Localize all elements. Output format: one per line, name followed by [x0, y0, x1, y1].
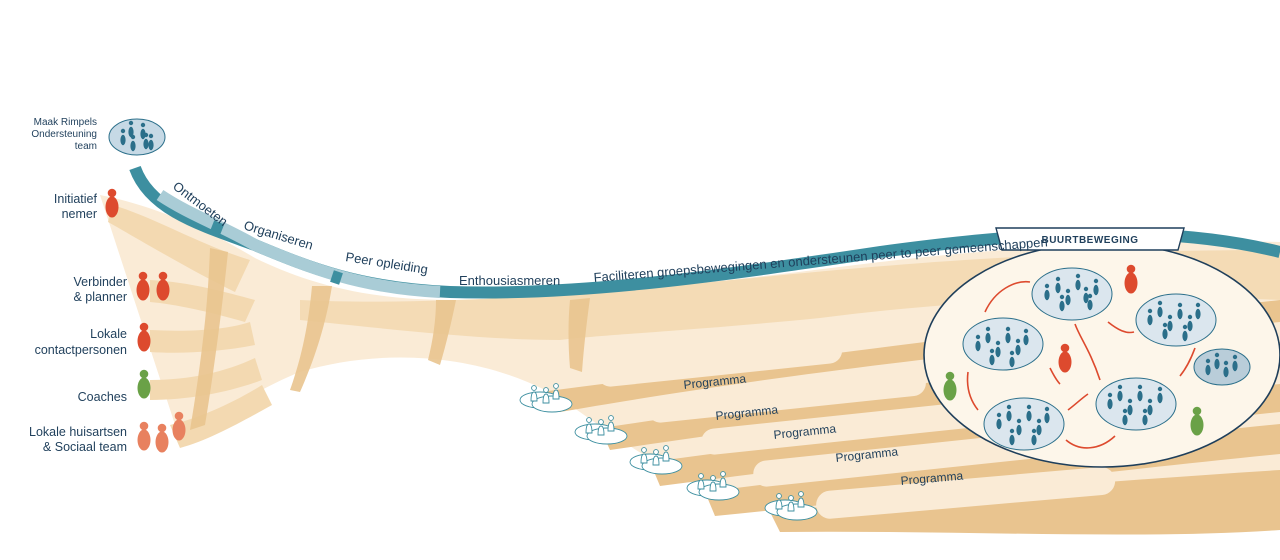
- initiator-figure: [105, 188, 119, 218]
- team-label-1: Maak Rimpels: [34, 117, 97, 128]
- neighbourhood-movement: [923, 227, 1280, 468]
- doctors-label-1: Lokale huisartsen: [29, 425, 127, 439]
- contacts-label-2: contactpersonen: [35, 343, 127, 357]
- initiator-label-1: Initiatief: [54, 192, 98, 206]
- coach-figure: [137, 369, 151, 399]
- movement-badge-label: BUURTBEWEGING: [1041, 235, 1138, 246]
- doctors-label-2: & Sociaal team: [43, 440, 127, 454]
- initiator-label-2: nemer: [62, 207, 97, 221]
- support-arc-light: [156, 190, 441, 298]
- stage-stripes: [190, 248, 590, 430]
- program-label: Programma: [683, 371, 747, 392]
- connector-label-1: Verbinder: [73, 275, 127, 289]
- connector-label-2: & planner: [73, 290, 127, 304]
- connection-arrows: [966, 281, 1196, 449]
- arc-dividers: [209, 220, 343, 285]
- program-labels: Programma Programma Programma Programma …: [683, 371, 964, 488]
- phase-enthuse: Enthousiasmeren: [459, 273, 560, 288]
- support-team-bubble: [108, 118, 166, 156]
- role-labels: Maak Rimpels Ondersteuning team Initiati…: [29, 117, 127, 454]
- program-label: Programma: [900, 469, 964, 488]
- coaches-label: Coaches: [78, 390, 127, 404]
- team-label-2: Ondersteuning: [31, 129, 97, 140]
- doctors-figures: [137, 411, 186, 453]
- movement-badge: [995, 227, 1185, 251]
- contacts-label-1: Lokale: [90, 327, 127, 341]
- program-label: Programma: [773, 421, 837, 442]
- program-label: Programma: [835, 444, 899, 465]
- team-label-3: team: [75, 141, 97, 152]
- phase-peer-training: Peer opleiding: [345, 249, 429, 277]
- program-groups: [519, 383, 818, 521]
- program-label: Programma: [715, 402, 779, 423]
